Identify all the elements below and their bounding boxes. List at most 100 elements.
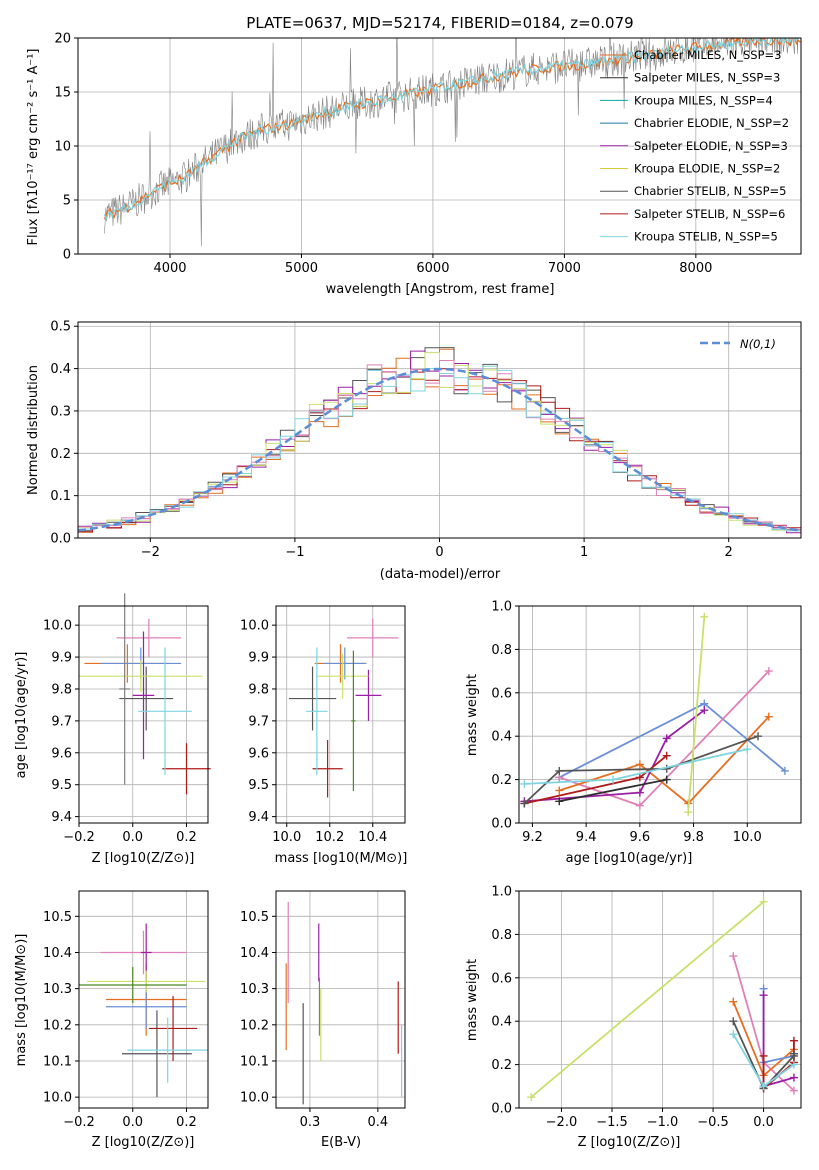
- weight-vs-Z-series: [527, 897, 798, 1102]
- spectrum-xtick-label: 7000: [548, 261, 581, 276]
- age-vs-mass-ytick-label: 9.8: [248, 682, 269, 697]
- age-vs-Z-ytick-label: 9.4: [51, 810, 72, 825]
- weight-point-marker: [754, 732, 763, 741]
- mass-vs-Z-axes-frame: [78, 890, 209, 1109]
- age-vs-Z-xtick-label: −0.2: [63, 830, 95, 845]
- weight-vs-age-panel: age [log10(age/yr)] mass weight 9.2 9.4 9.…: [465, 600, 802, 866]
- residuals-panel: (data-model)/error Normed distribution −…: [26, 320, 802, 582]
- weight-vs-Z-panel: Z [log10(Z/Z⊙)] mass weight −2.0 −1.5 −1.0…: [465, 885, 802, 1150]
- weight-point-marker: [662, 734, 671, 743]
- weight-vs-age-ytick-label: 0.2: [491, 773, 512, 788]
- weight-point-marker: [759, 1051, 768, 1060]
- age-vs-Z-xlabel: Z [log10(Z/Z⊙)]: [92, 851, 195, 866]
- mass-vs-Z-panel: Z [log10(Z/Z⊙)] mass [log10(M/M⊙)] −0.2 0…: [14, 890, 209, 1150]
- mass-vs-ebv-ytick-label: 10.0: [240, 1091, 269, 1106]
- weight-vs-age-axes-frame: [518, 605, 802, 824]
- weight-vs-Z-ytick-label: 0.6: [491, 971, 512, 986]
- weight-vs-age-xtick-label: 9.8: [683, 830, 704, 845]
- weight-vs-age-ytick-label: 0.4: [491, 730, 512, 745]
- weight-vs-age-ytick-label: 0.6: [491, 686, 512, 701]
- weight-point-marker: [635, 788, 644, 797]
- weight-vs-Z-ytick-label: 0.4: [491, 1015, 512, 1030]
- weight-point-marker: [729, 952, 738, 961]
- age-vs-Z-ytick-label: 9.5: [51, 778, 72, 793]
- mass-vs-Z-xlabel: Z [log10(Z/Z⊙)]: [92, 1135, 195, 1150]
- spectrum-traces: [103, 38, 801, 247]
- spectrum-panel: PLATE=0637, MJD=52174, FIBERID=0184, z=0…: [26, 14, 802, 297]
- spectrum-xtick-label: 6000: [416, 261, 449, 276]
- legend-label: Salpeter ELODIE, N_SSP=3: [634, 139, 788, 153]
- weight-vs-Z-ytick-label: 0.2: [491, 1058, 512, 1073]
- spectrum-ytick-label: 15: [54, 86, 71, 101]
- legend-label: N(0,1): [740, 337, 776, 351]
- residuals-xtick-label: 1: [580, 545, 588, 560]
- residuals-xtick-label: 2: [725, 545, 733, 560]
- weight-point-marker: [729, 997, 738, 1006]
- spectrum-ytick-label: 0: [63, 248, 71, 263]
- legend-label: Kroupa ELODIE, N_SSP=2: [634, 162, 780, 176]
- mass-vs-ebv-xlabel: E(B-V): [321, 1135, 361, 1150]
- spectrum-ytick-label: 5: [63, 194, 71, 209]
- age-vs-Z-xtick-label: 0.2: [176, 830, 197, 845]
- weight-point-marker: [635, 801, 644, 810]
- weight-point-marker: [789, 1036, 798, 1045]
- age-vs-mass-ytick-label: 9.4: [248, 810, 269, 825]
- weight-vs-Z-xtick-label: −1.5: [596, 1115, 628, 1130]
- age-vs-mass-xtick-label: 10.4: [358, 830, 387, 845]
- weight-point-marker: [700, 706, 709, 715]
- weight-series-line: [559, 778, 667, 803]
- weight-point-marker: [743, 745, 752, 754]
- residuals-xlabel: (data-model)/error: [380, 567, 501, 582]
- weight-series-line: [524, 709, 705, 803]
- legend-label: Kroupa STELIB, N_SSP=5: [634, 230, 778, 244]
- age-vs-mass-ytick-label: 9.7: [248, 714, 269, 729]
- age-vs-Z-ytick-label: 10.0: [43, 619, 72, 634]
- mass-vs-ebv-ytick-label: 10.4: [240, 946, 269, 961]
- mass-vs-Z-xtick-label: 0.2: [176, 1115, 197, 1130]
- residuals-ytick-label: 0.2: [50, 447, 71, 462]
- spectrum-xtick-label: 8000: [679, 261, 712, 276]
- weight-point-marker: [527, 1093, 536, 1102]
- spectrum-ylabel: Flux [fλ10⁻¹⁷ erg cm⁻² s⁻¹ A⁻¹]: [26, 49, 41, 246]
- age-vs-Z-xtick-label: 0.0: [122, 830, 143, 845]
- weight-series-line: [530, 901, 765, 1098]
- weight-point-marker: [729, 1030, 738, 1039]
- mass-vs-ebv-axes-frame: [275, 890, 406, 1109]
- spectrum-xtick-label: 4000: [153, 261, 186, 276]
- weight-point-marker: [764, 712, 773, 721]
- age-vs-Z-points: [79, 593, 211, 795]
- weight-point-marker: [555, 786, 564, 795]
- weight-point-marker: [764, 667, 773, 676]
- legend-label: Kroupa MILES, N_SSP=4: [634, 93, 773, 107]
- weight-point-marker: [789, 1073, 798, 1082]
- age-vs-mass-ytick-label: 9.6: [248, 746, 269, 761]
- mass-vs-Z-ytick-label: 10.5: [43, 910, 72, 925]
- weight-point-marker: [555, 766, 564, 775]
- age-vs-Z-ytick-label: 9.7: [51, 714, 72, 729]
- weight-point-marker: [759, 991, 768, 1000]
- residual-histogram: [78, 360, 801, 531]
- weight-vs-Z-axes-frame: [518, 890, 802, 1109]
- weight-point-marker: [684, 808, 693, 817]
- weight-point-marker: [789, 1049, 798, 1058]
- weight-vs-age-xtick-label: 9.4: [576, 830, 597, 845]
- residuals-axes-frame: [77, 321, 802, 539]
- weight-vs-age-ytick-label: 1.0: [491, 600, 512, 615]
- weight-series-line: [559, 716, 770, 805]
- mass-vs-Z-ytick-label: 10.3: [43, 982, 72, 997]
- age-vs-Z-axes-frame: [78, 605, 209, 824]
- residuals-ytick-label: 0.4: [50, 362, 71, 377]
- spectrum-axes-frame: [77, 37, 802, 255]
- residuals-ylabel: Normed distribution: [26, 365, 41, 495]
- spectrum-xlabel: wavelength [Angstrom, rest frame]: [326, 282, 555, 297]
- mass-vs-Z-ytick-label: 10.4: [43, 946, 72, 961]
- residuals-xtick-label: −2: [141, 545, 160, 560]
- spectrum-ytick-label: 10: [54, 140, 71, 155]
- residuals-ytick-label: 0.1: [50, 489, 71, 504]
- weight-vs-Z-ylabel: mass weight: [465, 959, 480, 1041]
- age-vs-mass-panel: mass [log10(M/M⊙)] 10.0 10.2 10.4 9.4 9.5 9.6…: [240, 605, 407, 866]
- weight-point-marker: [520, 779, 529, 788]
- mass-vs-ebv-ytick-label: 10.5: [240, 910, 269, 925]
- weight-point-marker: [520, 799, 529, 808]
- weight-vs-age-ytick-label: 0.0: [491, 817, 512, 832]
